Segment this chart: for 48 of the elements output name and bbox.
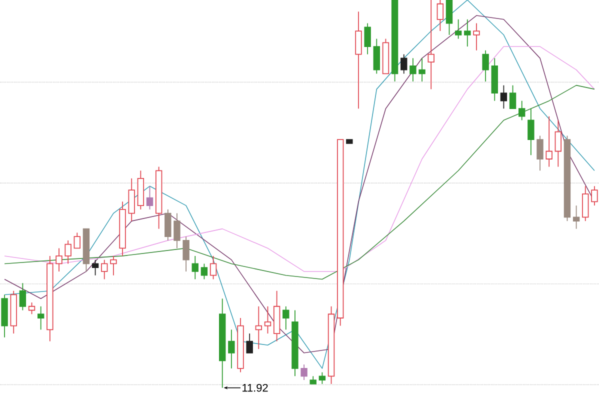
candlestick — [164, 208, 172, 241]
candlestick — [255, 306, 262, 350]
candlestick — [174, 212, 180, 249]
candlestick — [418, 58, 426, 82]
candlestick — [355, 11, 362, 110]
candlestick — [64, 240, 72, 264]
candlestick — [282, 306, 290, 330]
candlestick — [92, 259, 99, 276]
candlestick — [146, 186, 154, 210]
candlestick — [454, 18, 462, 40]
candlestick — [373, 38, 380, 74]
candlestick — [74, 232, 80, 249]
candlestick — [482, 50, 489, 82]
candlestick — [28, 302, 36, 315]
candlestick — [546, 116, 552, 168]
candlestick — [128, 178, 135, 222]
candlestick — [101, 259, 108, 280]
candlestick — [572, 205, 580, 230]
candlestick — [110, 256, 117, 276]
candlestick — [264, 306, 272, 334]
candlestick — [182, 236, 190, 272]
candlestick — [473, 22, 480, 51]
candlestick — [300, 364, 308, 381]
candlestick — [554, 120, 562, 168]
candlestick — [210, 256, 217, 280]
candlestick — [318, 372, 326, 384]
candlestick — [228, 329, 235, 369]
candlestick — [200, 263, 208, 280]
candlestick — [410, 58, 416, 82]
candlestick — [56, 248, 62, 272]
candlestick — [464, 18, 471, 47]
candlestick — [582, 186, 589, 222]
candlestick — [436, 0, 444, 32]
candlestick — [536, 135, 544, 172]
candlestick — [446, 0, 453, 36]
candlestick — [528, 108, 534, 156]
candlestick — [246, 333, 253, 354]
candlestick — [518, 100, 526, 121]
candlestick — [500, 84, 508, 110]
candlestick — [192, 256, 198, 280]
candlestick — [509, 84, 516, 110]
candlestick — [400, 54, 408, 74]
candlestick — [591, 186, 598, 206]
candlestick — [19, 282, 26, 311]
candlestick — [428, 0, 434, 90]
annotation: 11.92 — [242, 384, 268, 392]
candlestick — [37, 306, 44, 330]
candlestick — [364, 22, 371, 55]
